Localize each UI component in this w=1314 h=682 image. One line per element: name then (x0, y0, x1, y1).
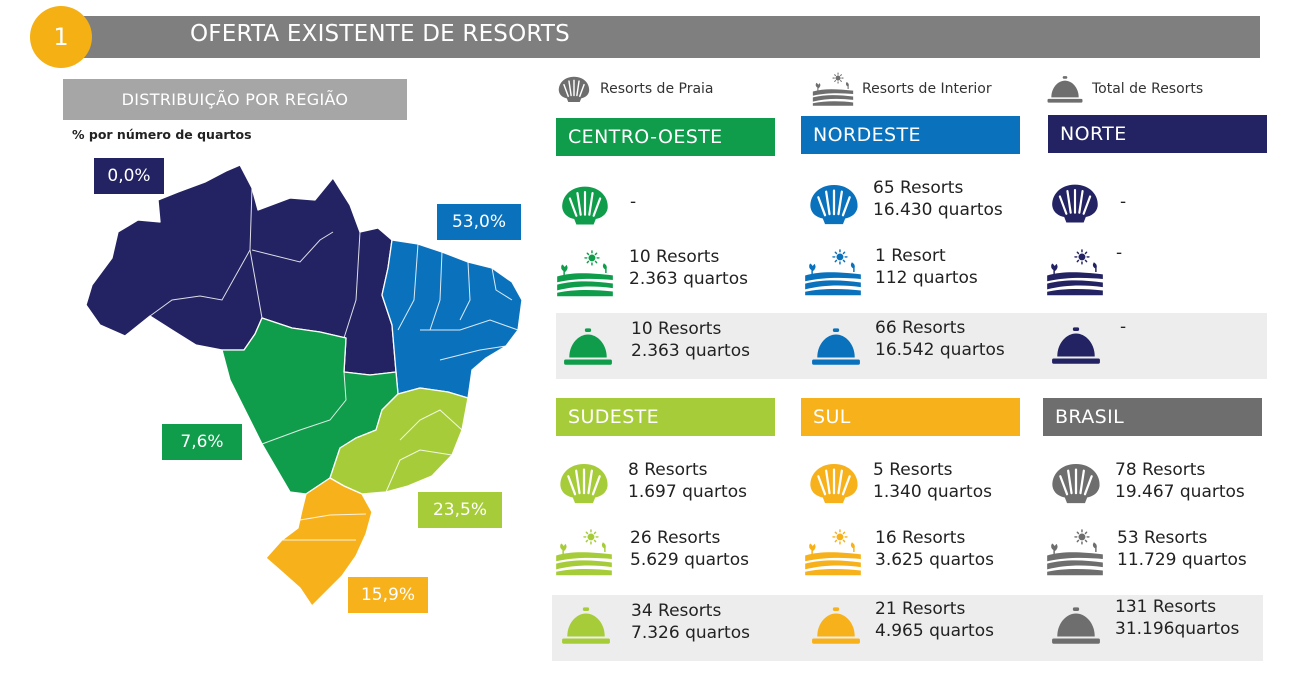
room-count: 11.729 quartos (1117, 550, 1247, 570)
service-bell-icon (1052, 607, 1100, 644)
shell-icon (1052, 463, 1100, 504)
resort-count: 21 Resorts (875, 599, 966, 619)
room-count: 1.340 quartos (873, 482, 992, 502)
resort-count: 66 Resorts (875, 318, 966, 338)
region-header-norte: NORTE (1048, 115, 1267, 153)
praia-value: 5 Resorts 1.340 quartos (873, 459, 992, 503)
room-count: 16.430 quartos (873, 200, 1003, 220)
resort-count: 26 Resorts (630, 528, 721, 548)
section-number-badge: 1 (30, 6, 92, 68)
resort-count: 1 Resort (875, 246, 946, 266)
pct-norte: 0,0% (94, 158, 164, 194)
header-bar (62, 16, 1260, 58)
total-value: 66 Resorts 16.542 quartos (875, 317, 1005, 361)
interior-value: 1 Resort 112 quartos (875, 245, 978, 289)
shell-icon (810, 463, 858, 504)
field-sun-icon (556, 529, 612, 576)
legend-total: Total de Resorts (1046, 72, 1203, 106)
field-sun-icon (812, 72, 854, 106)
room-count: 5.629 quartos (630, 550, 749, 570)
region-header-brasil: BRASIL (1043, 398, 1262, 436)
map-region-norte (85, 164, 397, 376)
page-title: OFERTA EXISTENTE DE RESORTS (190, 21, 570, 47)
shell-icon (1052, 184, 1098, 223)
room-count: 7.326 quartos (631, 623, 750, 643)
legend-label: Resorts de Praia (600, 81, 714, 97)
total-value: 131 Resorts 31.196quartos (1115, 596, 1239, 640)
pct-centro-oeste: 7,6% (162, 424, 242, 460)
interior-value: 53 Resorts 11.729 quartos (1117, 527, 1247, 571)
service-bell-icon (812, 607, 860, 644)
pct-nordeste: 53,0% (437, 204, 521, 240)
total-value: 21 Resorts 4.965 quartos (875, 598, 994, 642)
field-sun-icon (805, 529, 861, 576)
room-count: 2.363 quartos (631, 341, 750, 361)
room-count: 19.467 quartos (1115, 482, 1245, 502)
total-row-background (552, 595, 1263, 661)
service-bell-icon (564, 328, 612, 365)
room-count: 4.965 quartos (875, 621, 994, 641)
legend-interior: Resorts de Interior (812, 72, 992, 106)
shell-icon (558, 76, 590, 102)
region-header-nordeste: NORDESTE (801, 116, 1020, 154)
resort-count: 8 Resorts (628, 460, 708, 480)
map-region-nordeste (381, 239, 523, 399)
resort-count: 131 Resorts (1115, 597, 1217, 617)
shell-icon (562, 186, 608, 225)
room-count: 16.542 quartos (875, 340, 1005, 360)
praia-value: 8 Resorts 1.697 quartos (628, 459, 747, 503)
resort-count: 10 Resorts (631, 319, 722, 339)
legend-praia: Resorts de Praia (556, 72, 714, 106)
region-header-centro-oeste: CENTRO-OESTE (556, 118, 775, 156)
field-sun-icon (805, 249, 861, 296)
map-subtitle: % por número de quartos (72, 127, 252, 142)
pct-sul: 15,9% (348, 577, 428, 613)
room-count: 3.625 quartos (875, 550, 994, 570)
legend-label: Total de Resorts (1092, 81, 1204, 97)
resort-count: 78 Resorts (1115, 460, 1206, 480)
resort-count: 34 Resorts (631, 601, 722, 621)
map-region-sul (265, 477, 373, 607)
shell-icon (560, 463, 608, 504)
praia-value: 65 Resorts 16.430 quartos (873, 177, 1003, 221)
resort-count: 5 Resorts (873, 460, 953, 480)
field-sun-icon (557, 250, 613, 297)
praia-value: 78 Resorts 19.467 quartos (1115, 459, 1245, 503)
room-count: 112 quartos (875, 268, 978, 288)
total-row-background (556, 313, 1267, 379)
praia-value: - (630, 192, 637, 212)
interior-value: 26 Resorts 5.629 quartos (630, 527, 749, 571)
field-sun-icon (1047, 249, 1103, 296)
room-count: 1.697 quartos (628, 482, 747, 502)
total-value: 34 Resorts 7.326 quartos (631, 600, 750, 644)
total-value: - (1120, 317, 1127, 337)
interior-value: 16 Resorts 3.625 quartos (875, 527, 994, 571)
shell-icon (810, 184, 858, 225)
interior-value: - (1116, 243, 1123, 263)
resort-count: 10 Resorts (629, 247, 720, 267)
interior-value: 10 Resorts 2.363 quartos (629, 246, 748, 290)
room-count: 2.363 quartos (629, 269, 748, 289)
resort-count: 53 Resorts (1117, 528, 1208, 548)
service-bell-icon (1047, 76, 1083, 103)
praia-value: - (1120, 192, 1127, 212)
service-bell-icon (1052, 327, 1100, 364)
resort-count: 65 Resorts (873, 178, 964, 198)
region-header-sul: SUL (801, 398, 1020, 436)
legend-label: Resorts de Interior (862, 81, 992, 97)
region-header-sudeste: SUDESTE (556, 398, 775, 436)
pct-sudeste: 23,5% (418, 492, 502, 528)
field-sun-icon (1047, 529, 1103, 576)
resort-count: 16 Resorts (875, 528, 966, 548)
brazil-map (85, 164, 523, 607)
service-bell-icon (812, 328, 860, 365)
map-section-label: DISTRIBUIÇÃO POR REGIÃO (63, 79, 407, 120)
service-bell-icon (562, 607, 610, 644)
total-value: 10 Resorts 2.363 quartos (631, 318, 750, 362)
room-count: 31.196quartos (1115, 619, 1240, 639)
